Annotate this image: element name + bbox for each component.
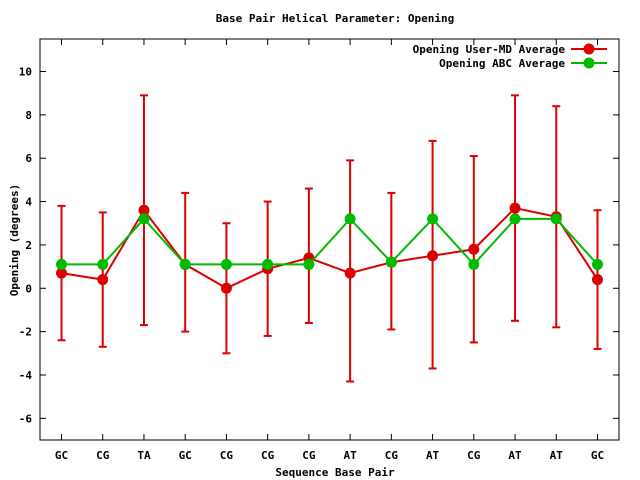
y-tick-label: 6 — [25, 152, 32, 165]
legend-label: Opening User-MD Average — [413, 43, 566, 56]
x-tick-label: AT — [426, 449, 440, 462]
data-point — [179, 258, 191, 270]
data-point — [303, 258, 315, 270]
series-1 — [56, 213, 603, 270]
x-tick-label: CG — [261, 449, 275, 462]
data-point — [344, 213, 356, 225]
legend-marker — [583, 43, 595, 55]
series-layer — [56, 202, 603, 294]
y-axis: -6 -4 -2 0 2 4 6 8 10 — [19, 66, 619, 425]
series-line — [61, 217, 599, 266]
data-point — [56, 267, 67, 279]
x-tick-label: CG — [467, 449, 481, 462]
data-point — [97, 258, 109, 270]
data-point — [468, 243, 480, 255]
data-point — [550, 213, 562, 225]
plot-frame — [39, 38, 620, 441]
y-tick-label: -4 — [19, 369, 33, 382]
data-point — [220, 258, 232, 270]
legend-marker — [583, 57, 595, 69]
data-point — [385, 256, 397, 268]
x-tick-label: AT — [343, 449, 357, 462]
error-bars — [57, 94, 602, 383]
x-tick-label: AT — [508, 449, 522, 462]
x-tick-label: GC — [179, 449, 192, 462]
data-point — [592, 258, 603, 270]
data-point — [427, 250, 439, 262]
y-axis-label: Opening (degrees) — [8, 184, 21, 297]
x-tick-label: CG — [96, 449, 110, 462]
data-point — [262, 258, 274, 270]
x-tick-label: TA — [137, 449, 151, 462]
x-axis: GC CG TA GC CG CG CG AT CG AT CG AT AT GC — [55, 39, 604, 462]
x-tick-label: AT — [550, 449, 564, 462]
data-point — [97, 274, 109, 286]
legend-label: Opening ABC Average — [439, 57, 565, 70]
data-point — [427, 213, 439, 225]
series-0 — [56, 202, 603, 294]
x-tick-label: CG — [385, 449, 399, 462]
data-point — [468, 258, 480, 270]
data-point — [509, 202, 521, 214]
data-point — [592, 274, 603, 286]
chart-title: Base Pair Helical Parameter: Opening — [216, 12, 454, 25]
x-tick-label: CG — [220, 449, 234, 462]
y-tick-label: -2 — [19, 326, 32, 339]
data-point — [344, 267, 356, 279]
series-line — [61, 206, 599, 290]
y-tick-label: -6 — [19, 412, 33, 425]
data-point — [138, 204, 150, 216]
data-point — [220, 282, 232, 294]
x-tick-label: GC — [55, 449, 68, 462]
data-point — [56, 258, 67, 270]
data-point — [509, 213, 521, 225]
data-point — [138, 213, 150, 225]
y-tick-label: 2 — [25, 239, 32, 252]
x-axis-label: Sequence Base Pair — [275, 466, 395, 479]
y-tick-label: 10 — [19, 66, 32, 79]
y-tick-label: 0 — [25, 282, 32, 295]
y-tick-label: 8 — [25, 109, 32, 122]
y-tick-label: 4 — [25, 196, 32, 209]
x-tick-label: CG — [302, 449, 316, 462]
x-tick-label: GC — [591, 449, 604, 462]
